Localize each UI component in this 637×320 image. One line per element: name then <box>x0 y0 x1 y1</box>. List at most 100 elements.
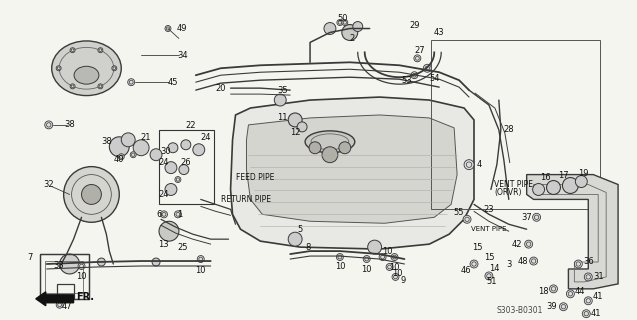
Circle shape <box>566 290 575 298</box>
Circle shape <box>165 184 177 196</box>
Circle shape <box>288 113 302 127</box>
Text: 49: 49 <box>176 24 187 33</box>
Text: 8: 8 <box>305 243 311 252</box>
Text: 20: 20 <box>215 84 225 92</box>
Circle shape <box>161 211 168 218</box>
Text: 10: 10 <box>392 269 403 278</box>
Circle shape <box>575 176 587 188</box>
Circle shape <box>424 64 431 72</box>
Circle shape <box>128 79 134 86</box>
Text: 44: 44 <box>575 287 585 296</box>
Circle shape <box>165 162 177 173</box>
Text: FEED PIPE: FEED PIPE <box>236 173 274 182</box>
Text: FR.: FR. <box>76 292 94 302</box>
Text: 3: 3 <box>506 260 512 268</box>
Circle shape <box>97 258 105 266</box>
Text: 33: 33 <box>54 261 64 270</box>
Circle shape <box>78 262 85 269</box>
Ellipse shape <box>52 41 121 96</box>
Text: 2: 2 <box>349 34 354 43</box>
Polygon shape <box>247 115 457 223</box>
Text: 23: 23 <box>483 205 494 214</box>
Circle shape <box>275 94 286 106</box>
Text: 26: 26 <box>180 158 191 167</box>
Circle shape <box>411 72 418 79</box>
Circle shape <box>368 240 382 254</box>
Circle shape <box>363 256 370 262</box>
Text: 50: 50 <box>338 14 348 23</box>
Circle shape <box>60 254 80 274</box>
Circle shape <box>165 26 171 31</box>
Circle shape <box>159 221 179 241</box>
Text: 10: 10 <box>76 272 87 281</box>
Circle shape <box>322 147 338 163</box>
Text: 15: 15 <box>472 243 482 252</box>
Circle shape <box>152 258 160 266</box>
Circle shape <box>414 55 421 62</box>
Polygon shape <box>527 175 618 289</box>
Circle shape <box>70 48 75 53</box>
Text: VENT PIPE: VENT PIPE <box>494 180 533 189</box>
Text: 51: 51 <box>487 277 497 286</box>
Circle shape <box>181 140 191 150</box>
Circle shape <box>297 122 307 132</box>
Text: 41: 41 <box>593 292 603 301</box>
Text: 46: 46 <box>461 267 471 276</box>
Text: 10: 10 <box>334 262 345 271</box>
Circle shape <box>197 256 204 262</box>
FancyArrow shape <box>36 292 73 306</box>
Circle shape <box>130 152 136 158</box>
Text: 1: 1 <box>177 210 183 219</box>
Circle shape <box>133 140 149 156</box>
Text: 6: 6 <box>156 210 162 219</box>
Text: 16: 16 <box>540 173 551 182</box>
Text: 31: 31 <box>593 272 603 281</box>
Text: 39: 39 <box>546 302 557 311</box>
Text: VENT PIPE: VENT PIPE <box>471 226 506 232</box>
Text: 11: 11 <box>277 114 287 123</box>
Text: 36: 36 <box>583 257 594 266</box>
Text: 18: 18 <box>538 287 549 296</box>
Text: 43: 43 <box>434 28 445 37</box>
Bar <box>39 254 89 299</box>
Circle shape <box>168 143 178 153</box>
Text: 5: 5 <box>297 225 303 234</box>
Circle shape <box>193 144 204 156</box>
Circle shape <box>582 310 590 318</box>
Text: 41: 41 <box>591 309 601 318</box>
Circle shape <box>56 66 61 71</box>
Circle shape <box>309 142 321 154</box>
Circle shape <box>584 297 592 305</box>
Circle shape <box>584 273 592 281</box>
Text: 13: 13 <box>158 240 168 249</box>
Circle shape <box>98 48 103 53</box>
Polygon shape <box>231 97 474 249</box>
Circle shape <box>575 260 582 268</box>
Text: 37: 37 <box>521 213 532 222</box>
Circle shape <box>288 232 302 246</box>
Circle shape <box>175 211 182 218</box>
Circle shape <box>82 185 101 204</box>
Text: 48: 48 <box>517 257 528 266</box>
Text: 25: 25 <box>178 243 188 252</box>
Circle shape <box>353 21 362 31</box>
Circle shape <box>559 303 568 311</box>
Text: 14: 14 <box>489 264 499 274</box>
Text: 38: 38 <box>101 137 111 146</box>
Text: 21: 21 <box>141 133 152 142</box>
Circle shape <box>112 66 117 71</box>
Circle shape <box>110 137 129 157</box>
Circle shape <box>533 213 541 221</box>
Circle shape <box>45 121 53 129</box>
Text: 55: 55 <box>454 208 464 217</box>
Bar <box>159 130 213 204</box>
Circle shape <box>464 160 474 170</box>
Text: 10: 10 <box>196 267 206 276</box>
Text: 32: 32 <box>43 180 54 189</box>
Text: 30: 30 <box>161 147 171 156</box>
Text: RETURN PIPE: RETURN PIPE <box>220 195 271 204</box>
Bar <box>45 261 83 293</box>
Circle shape <box>324 22 336 35</box>
Text: 45: 45 <box>168 78 178 87</box>
Text: S303-B0301: S303-B0301 <box>497 306 543 315</box>
